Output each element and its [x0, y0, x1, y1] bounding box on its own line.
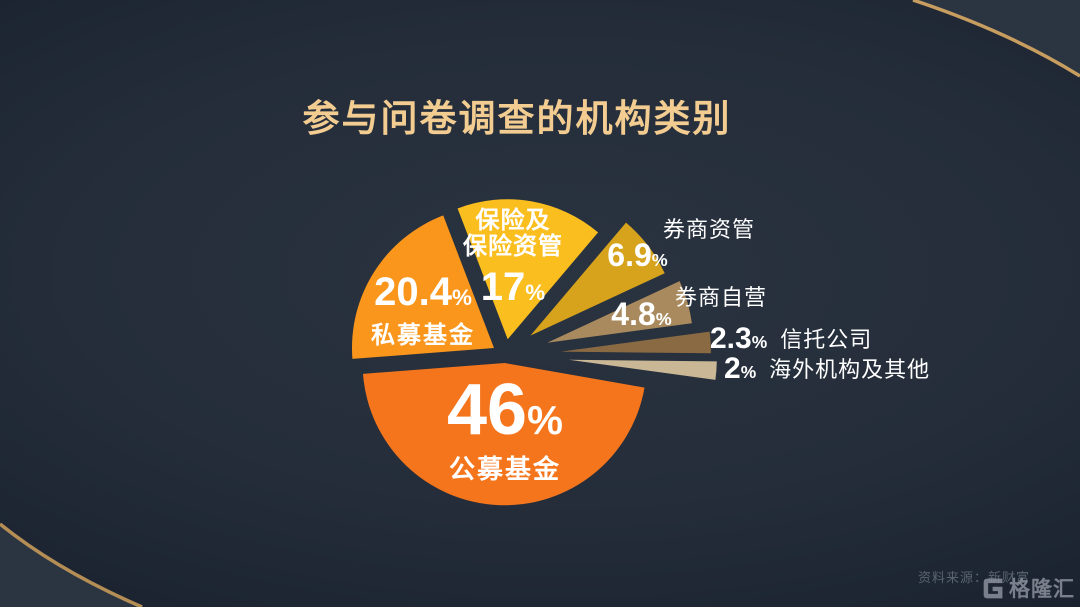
slice-name-broker-am: 券商资管	[663, 217, 756, 242]
slice-name-broker-proprietary: 券商自营	[675, 285, 768, 310]
slice-label-trust-companies: 2.3% 信托公司	[710, 324, 872, 354]
pie-slice-insurance-am	[457, 199, 599, 340]
slice-label-public-funds: 46% 公募基金	[395, 374, 615, 482]
slice-value-private-funds: 20.4%	[374, 270, 472, 314]
chart-title: 参与问卷调查的机构类别	[302, 98, 732, 139]
pie-slice-broker-proprietary	[547, 281, 692, 343]
pie-slice-trust-companies	[560, 331, 711, 354]
slice-value-broker-am: 6.9%	[607, 237, 668, 273]
slice-value-trust-companies: 2.3%	[710, 322, 768, 355]
slice-value-public-funds: 46%	[447, 370, 563, 450]
slice-label-overseas-and-others: 2% 海外机构及其他	[724, 354, 930, 384]
slice-label-insurance-am: 保险及 保险资管 17%	[428, 207, 598, 309]
brand-name: 格隆汇	[1009, 578, 1075, 601]
pie-slice-public-funds	[363, 363, 645, 506]
gelonghui-logo-icon	[983, 578, 1003, 598]
corner-sliver-bottom-left	[0, 524, 142, 607]
slice-name-trust-companies: 信托公司	[780, 327, 873, 352]
slice-label-private-funds: 20.4% 私募基金	[337, 272, 509, 348]
pie-slice-private-funds	[351, 215, 494, 359]
slice-name-overseas-and-others: 海外机构及其他	[769, 357, 931, 382]
pie-slice-overseas-and-others	[568, 359, 717, 380]
gold-arc-bottom-left	[0, 522, 143, 607]
pie-slice-broker-am	[530, 222, 665, 336]
slice-value-broker-proprietary: 4.8%	[611, 296, 672, 332]
slice-value-insurance-am: 17%	[480, 264, 546, 309]
slice-name-public-funds: 公募基金	[448, 454, 561, 484]
brand-logo: 格隆汇	[981, 573, 1075, 603]
gold-arc-top-right	[912, 0, 1080, 78]
slice-name-insurance-am: 保险及 保险资管	[463, 207, 563, 261]
slice-name-private-funds: 私募基金	[371, 322, 475, 349]
corner-sliver-top-right	[913, 0, 1080, 76]
slice-value-overseas-and-others: 2%	[724, 352, 757, 385]
